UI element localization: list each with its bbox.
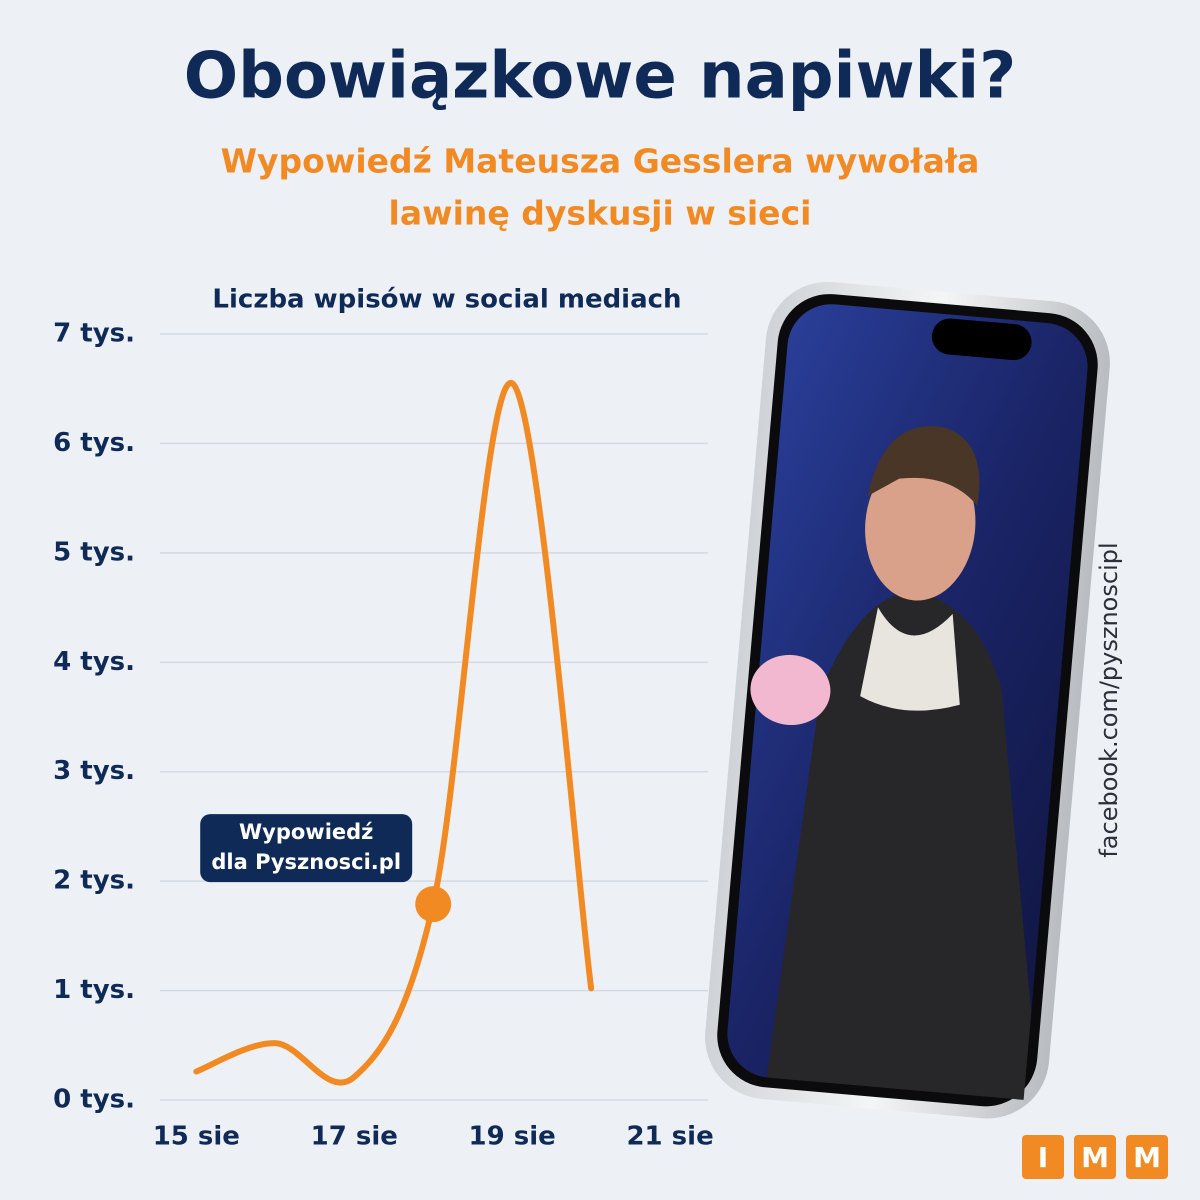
x-tick-label: 19 sie — [469, 1122, 556, 1152]
y-tick-label: 1 tys. — [53, 975, 135, 1005]
x-tick-label: 17 sie — [311, 1122, 398, 1152]
dynamic-island — [931, 318, 1032, 361]
jacket — [766, 590, 1032, 1100]
subtitle: Wypowiedź Mateusza Gesslera wywołała — [221, 142, 980, 181]
credit: facebook.com/pysznoscipl — [1095, 542, 1123, 857]
annotation-box — [200, 814, 413, 883]
title: Obowiązkowe napiwki? — [184, 40, 1017, 114]
annotation-text: Wypowiedź — [239, 820, 373, 844]
y-tick-label: 6 tys. — [53, 428, 135, 458]
logo-letter: M — [1133, 1141, 1161, 1174]
face — [865, 450, 976, 601]
chart: 0 tys. 1 tys. 2 tys. 3 tys. 4 tys. 5 tys. 6 ty… — [53, 319, 714, 1152]
logo-letter: I — [1038, 1141, 1048, 1174]
logo-box — [1126, 1135, 1168, 1179]
x-tick-label: 21 sie — [626, 1122, 713, 1152]
logo-box — [1022, 1135, 1064, 1179]
highlight-point — [415, 886, 452, 923]
hair — [867, 426, 980, 506]
annotation-text: dla Pysznosci.pl — [211, 850, 401, 874]
logo-letter: M — [1081, 1141, 1109, 1174]
chart-title: Liczba wpisów w social mediach — [212, 285, 681, 315]
y-tick-label: 0 tys. — [53, 1085, 135, 1115]
logo-box — [1074, 1135, 1116, 1179]
subtitle: lawinę dyskusji w sieci — [389, 194, 812, 233]
shirt — [860, 607, 960, 711]
data-line — [193, 380, 595, 1086]
y-tick-label: 2 tys. — [53, 866, 135, 896]
phone — [705, 281, 1110, 1119]
y-tick-label: 4 tys. — [53, 647, 135, 677]
logo: I M M — [1022, 1135, 1168, 1179]
y-tick-label: 5 tys. — [53, 537, 135, 567]
microphone — [750, 654, 831, 726]
x-tick-label: 15 sie — [153, 1122, 240, 1152]
y-tick-label: 3 tys. — [53, 756, 135, 786]
y-tick-label: 7 tys. — [53, 319, 135, 349]
